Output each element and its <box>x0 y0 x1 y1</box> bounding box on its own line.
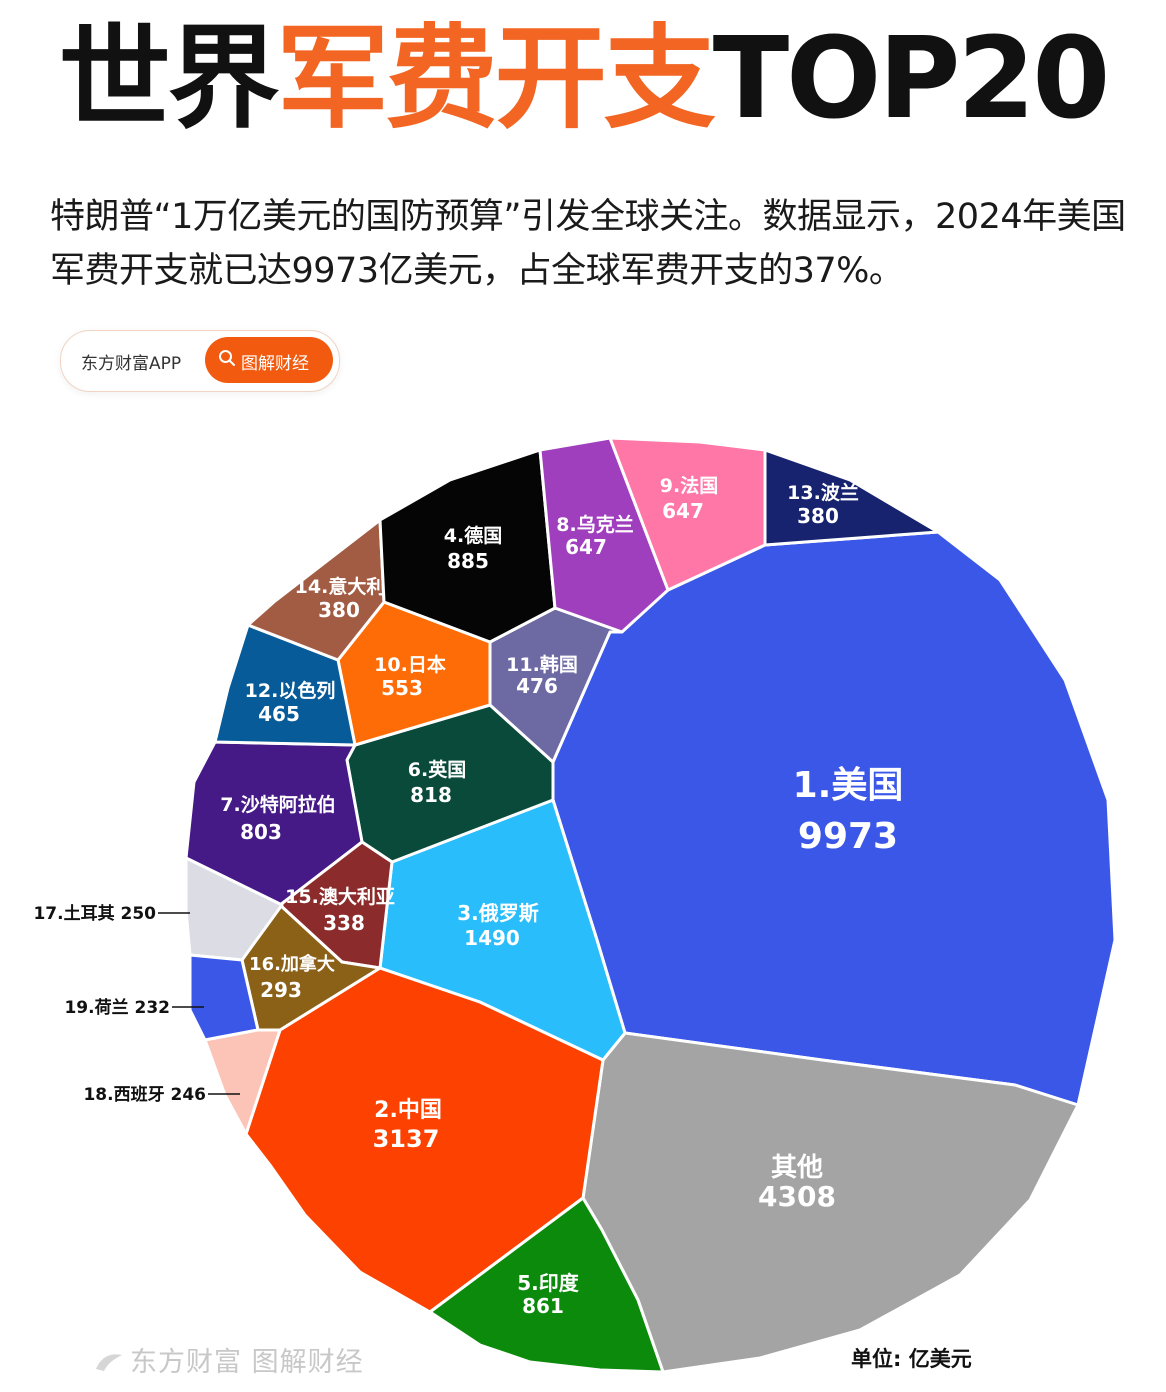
cell-label-name: 7.沙特阿拉伯 <box>220 793 335 816</box>
cell-label-name: 12.以色列 <box>245 679 336 702</box>
cell-label-name: 15.澳大利亚 <box>285 885 395 908</box>
cell-14 <box>246 518 386 662</box>
cell-label-value: 338 <box>323 911 365 935</box>
cell-label-name: 1.美国 <box>793 765 904 806</box>
page-title: 世界军费开支TOP20 <box>0 14 1166 144</box>
cell-18 <box>203 1028 282 1136</box>
cell-label-value: 803 <box>240 820 282 844</box>
cell-label-name: 2.中国 <box>374 1098 442 1123</box>
search-icon <box>219 350 235 366</box>
cell-label-value: 293 <box>260 978 302 1002</box>
source-tag: 东方财富APP 图解财经 <box>60 330 340 392</box>
cell-label-value: 647 <box>662 499 704 523</box>
cell-label-value: 9973 <box>798 816 898 857</box>
outside-label: 18.西班牙 246 <box>83 1085 206 1105</box>
cell-label-name: 16.加拿大 <box>249 953 335 975</box>
cell-label-value: 885 <box>447 549 489 573</box>
outside-label: 19.荷兰 232 <box>64 997 170 1018</box>
topic-button-label: 图解财经 <box>241 354 309 374</box>
cell-label-value: 1490 <box>464 926 520 950</box>
cell-label-name: 6.英国 <box>408 758 466 781</box>
cell-label-name: 13.波兰 <box>787 481 859 504</box>
cell-label-name: 其他 <box>771 1153 823 1183</box>
cell-label-name: 9.法国 <box>660 474 718 497</box>
cell-label-value: 553 <box>381 676 423 700</box>
cell-label-name: 3.俄罗斯 <box>457 901 539 925</box>
brand-logo-icon <box>96 1354 122 1371</box>
cell-label-name: 8.乌克兰 <box>556 513 633 536</box>
cell-label-value: 3137 <box>373 1125 440 1153</box>
cell-label-value: 861 <box>522 1294 564 1318</box>
cell-label-name: 14.意大利 <box>295 575 386 598</box>
cell-5 <box>428 1196 665 1374</box>
cell-label-value: 380 <box>797 504 839 528</box>
watermark: 东方财富 图解财经 <box>94 1340 364 1379</box>
cell-13 <box>763 448 940 547</box>
cell-label-name: 4.德国 <box>444 524 502 547</box>
cell-label-value: 647 <box>565 535 607 559</box>
watermark-text: 东方财富 图解财经 <box>130 1347 364 1378</box>
cell-label-name: 5.印度 <box>517 1271 580 1295</box>
title-part-2: 军费开支 <box>276 14 716 144</box>
outside-label: 17.土耳其 250 <box>33 903 156 924</box>
title-part-3: TOP20 <box>712 14 1111 144</box>
brand-label: 东方财富APP <box>81 354 182 374</box>
cell-label-value: 465 <box>258 702 300 726</box>
cell-label-value: 380 <box>318 598 360 622</box>
cell-label-name: 10.日本 <box>374 653 446 676</box>
cell-8 <box>538 436 670 634</box>
page-subtitle: 特朗普“1万亿美元的国防预算”引发全球关注。数据显示，2024年美国军费开支就已… <box>50 197 1126 291</box>
cell-label-value: 4308 <box>758 1180 836 1213</box>
title-part-1: 世界 <box>58 14 280 144</box>
topic-button[interactable]: 图解财经 <box>205 337 333 383</box>
cell-label-value: 476 <box>516 674 558 698</box>
unit-label: 单位: 亿美元 <box>851 1347 972 1371</box>
cell-label-name: 11.韩国 <box>506 653 578 676</box>
cell-label-value: 818 <box>410 783 452 807</box>
